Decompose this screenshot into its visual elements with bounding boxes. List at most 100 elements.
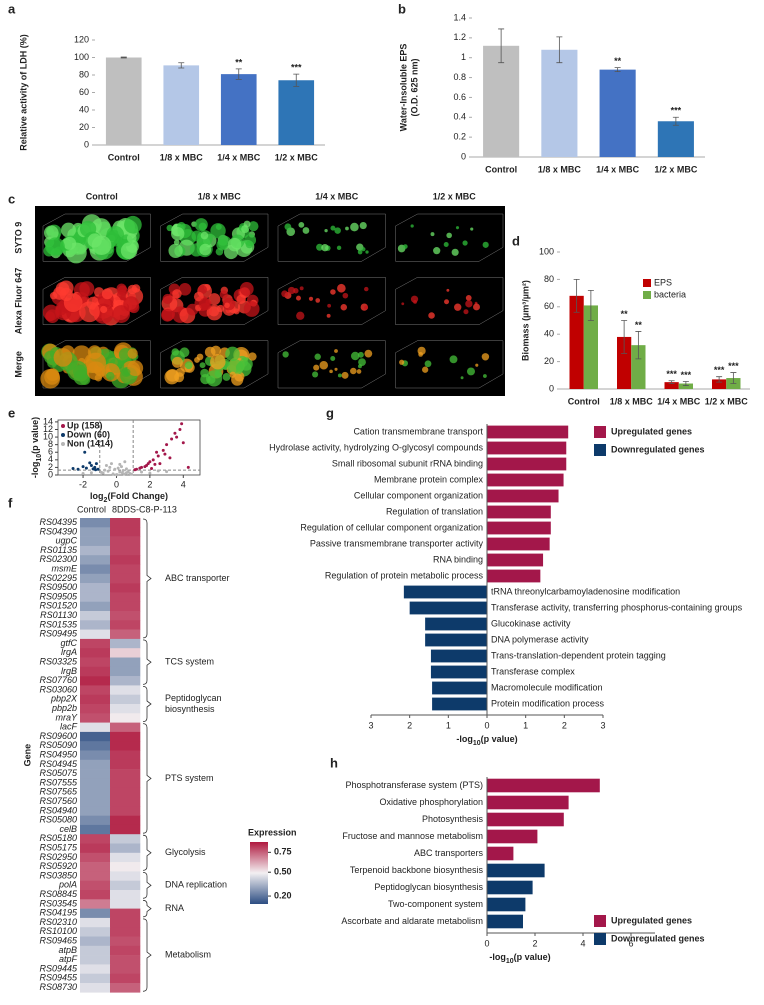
heat-cell: [80, 787, 111, 798]
heat-cell: [110, 815, 141, 826]
image-blob: [403, 244, 408, 249]
image-blob: [284, 223, 292, 231]
row-label: RS03850: [39, 870, 77, 880]
image-blob: [327, 303, 332, 308]
image-blob: [112, 305, 131, 323]
image-blob: [210, 353, 226, 370]
row-label: RS04940: [39, 805, 77, 815]
heat-cell: [80, 917, 111, 928]
volume-box: [42, 340, 151, 389]
significance-label: **: [614, 56, 622, 66]
y-tick-label: 0.2: [453, 132, 466, 142]
row-label: RS05175: [39, 843, 78, 853]
y-tick-label: 14: [43, 416, 53, 426]
column-label: 1/4 x MBC: [315, 191, 359, 201]
error-bar: [573, 279, 580, 313]
row-label: ugpC: [55, 536, 77, 546]
point: [124, 467, 128, 471]
bar: [487, 489, 559, 503]
y-tick-label: 0: [84, 139, 89, 149]
column-label: Control: [77, 504, 106, 514]
row-label: RS07760: [39, 675, 77, 685]
row-label: RS09455: [39, 973, 78, 983]
row-label: RS02950: [39, 852, 77, 862]
bar: [487, 897, 526, 912]
point: [156, 469, 160, 473]
volume-box: [42, 277, 151, 325]
heat-cell: [80, 518, 111, 528]
point: [122, 472, 126, 476]
y-tick-label: 0: [48, 469, 53, 479]
bar: [483, 45, 520, 157]
group-label: DNA replication: [165, 880, 227, 890]
bar: [487, 846, 514, 861]
label-part: 10: [473, 740, 481, 747]
heat-cell: [110, 741, 141, 751]
image-blob: [329, 369, 333, 374]
heat-cell: [110, 890, 141, 900]
image-blob: [189, 243, 204, 257]
heat-cell: [80, 945, 111, 956]
point: [116, 466, 120, 470]
error-bar: [635, 331, 642, 360]
row-label: RS03545: [39, 898, 78, 908]
y-tick-label: 40: [79, 104, 89, 114]
error-bar: [178, 62, 185, 69]
category-label: Transferase activity, transferring phosp…: [491, 602, 743, 612]
heat-cell: [110, 880, 141, 891]
point: [118, 462, 122, 466]
x-tick-label: 0: [114, 479, 119, 489]
heat-cell: [80, 564, 111, 575]
image-blob: [199, 362, 206, 369]
category-label: Oxidative phosphorylation: [379, 797, 483, 807]
image-blob: [215, 223, 222, 230]
heat-cell: [80, 824, 111, 835]
bar: [105, 57, 142, 145]
x-tick-label: 1/8 x MBC: [538, 164, 582, 174]
y-tick-label: 100: [539, 246, 554, 256]
point: [121, 468, 125, 472]
y-tick-label: 2: [48, 462, 53, 472]
y-tick-label: 12: [43, 424, 53, 434]
image-blob: [465, 295, 472, 301]
image-blob: [465, 300, 473, 308]
y-tick-label: 1: [461, 52, 466, 62]
error-bar: [668, 380, 675, 384]
image-blob: [241, 225, 249, 233]
y-tick-label: 0.8: [453, 72, 466, 82]
group-bracket: [142, 899, 152, 918]
image-blob: [224, 302, 230, 309]
x-tick-label: 4: [580, 938, 585, 948]
heat-cell: [80, 843, 111, 854]
image-blob: [330, 356, 336, 361]
bar: [487, 473, 564, 487]
point: [138, 466, 142, 470]
image-blob: [199, 297, 212, 311]
image-blob: [482, 374, 487, 378]
heat-cell: [110, 750, 141, 761]
image-blob: [449, 355, 458, 364]
bar: [432, 681, 487, 695]
label-part: (p value): [514, 952, 551, 962]
image-blob: [299, 286, 304, 291]
bar: [678, 383, 693, 389]
bar: [631, 345, 646, 389]
image-blob: [61, 222, 76, 238]
group-label: biosynthesis: [165, 704, 215, 714]
x-tick-label: 1: [446, 720, 451, 730]
error-bar: [235, 68, 242, 80]
row-label: RS08730: [39, 982, 77, 992]
image-blob: [312, 371, 319, 378]
heat-cell: [80, 936, 111, 947]
image-blob: [227, 359, 244, 376]
heat-cell: [110, 704, 141, 714]
heat-cell: [80, 890, 111, 900]
row-label: SYTO 9: [13, 222, 23, 254]
bar: [657, 121, 694, 157]
heat-cell: [110, 629, 141, 640]
image-blob: [206, 304, 223, 321]
bar: [569, 295, 584, 389]
point: [106, 469, 110, 473]
